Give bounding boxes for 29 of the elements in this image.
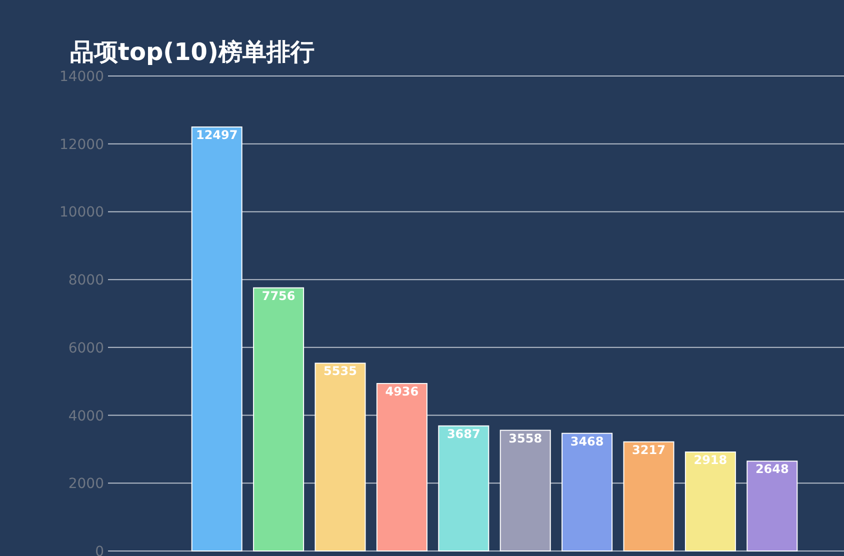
bar (438, 425, 490, 552)
bar (500, 430, 551, 552)
y-tick-label: 2000 (68, 476, 104, 492)
data-label: 3558 (508, 431, 542, 446)
bar (623, 441, 674, 552)
y-tick-label: 8000 (68, 272, 104, 289)
data-label: 7756 (262, 288, 296, 303)
bar (376, 383, 428, 552)
data-label: 3687 (446, 426, 480, 441)
data-label: 2648 (755, 462, 789, 476)
data-label: 12497 (196, 128, 238, 142)
data-label: 5535 (324, 364, 357, 378)
bar (314, 362, 366, 552)
bar (684, 451, 736, 552)
bar (562, 432, 613, 552)
bar (746, 460, 798, 552)
data-label: 2918 (694, 452, 728, 467)
bar (191, 126, 242, 552)
y-tick-label: 12000 (59, 136, 104, 153)
bar (253, 287, 304, 552)
data-label: 3468 (570, 434, 604, 448)
y-tick-label: 10000 (59, 204, 104, 221)
data-label: 3217 (632, 442, 666, 457)
chart-title: 品项top(10)榜单排行 (70, 38, 314, 66)
y-tick-label: 14000 (59, 69, 104, 85)
data-label: 4936 (385, 384, 419, 399)
y-tick-label: 4000 (68, 408, 104, 424)
y-tick-label: 6000 (68, 340, 104, 356)
y-tick-label: 0 (95, 544, 104, 556)
